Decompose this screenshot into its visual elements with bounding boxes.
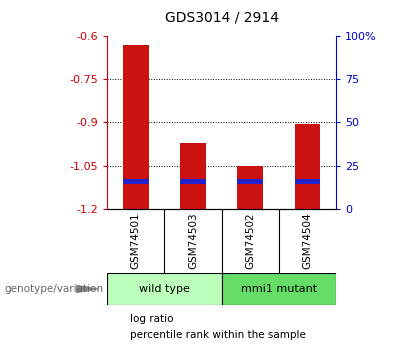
Text: GDS3014 / 2914: GDS3014 / 2914 [165,10,278,24]
Text: log ratio: log ratio [130,314,173,324]
Text: GSM74502: GSM74502 [245,212,255,269]
Bar [237,166,263,209]
Bar [294,179,320,184]
FancyBboxPatch shape [222,273,336,305]
Polygon shape [76,285,101,293]
Bar [123,179,149,184]
Text: genotype/variation: genotype/variation [4,284,103,294]
Text: mmi1 mutant: mmi1 mutant [241,284,317,294]
Bar [180,142,206,209]
Text: percentile rank within the sample: percentile rank within the sample [130,330,306,339]
Text: GSM74504: GSM74504 [302,212,312,269]
Bar [294,124,320,209]
Bar [237,179,263,184]
FancyBboxPatch shape [107,273,222,305]
Text: wild type: wild type [139,284,190,294]
Bar [123,46,149,209]
Text: GSM74501: GSM74501 [131,212,141,269]
Bar [180,179,206,184]
Text: GSM74503: GSM74503 [188,212,198,269]
